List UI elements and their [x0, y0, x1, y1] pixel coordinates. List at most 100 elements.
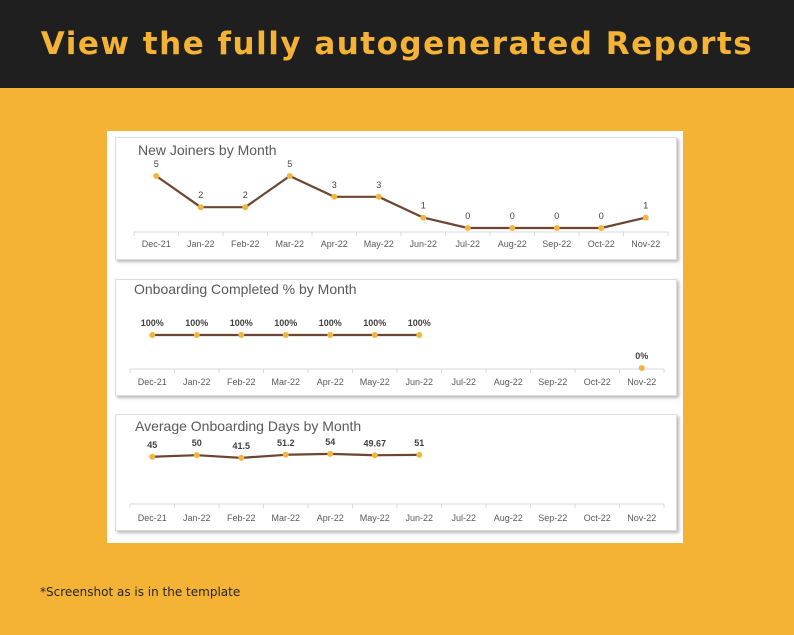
x-tick-label: Sep-22 — [542, 239, 571, 249]
data-label: 0 — [554, 211, 559, 221]
data-label: 5 — [154, 159, 159, 169]
data-point — [375, 193, 382, 200]
data-label: 51.2 — [277, 438, 295, 448]
x-tick-label: Jan-22 — [183, 513, 211, 523]
x-tick-label: Jun-22 — [405, 377, 433, 387]
x-tick-label: Aug-22 — [494, 513, 523, 523]
header-banner: View the fully autogenerated Reports — [0, 0, 794, 88]
data-label: 100% — [319, 318, 342, 328]
x-tick-label: Jun-22 — [405, 513, 433, 523]
data-label: 2 — [243, 190, 248, 200]
x-tick-label: Jul-22 — [451, 377, 476, 387]
x-tick-label: Oct-22 — [584, 377, 611, 387]
data-label: 51 — [414, 438, 424, 448]
x-tick-label: Feb-22 — [227, 513, 256, 523]
chart-title: New Joiners by Month — [138, 142, 277, 158]
data-label: 100% — [408, 318, 431, 328]
chart-title: Onboarding Completed % by Month — [134, 281, 357, 297]
x-tick-label: Jun-22 — [409, 239, 437, 249]
x-tick-label: Aug-22 — [498, 239, 527, 249]
x-tick-label: Nov-22 — [627, 513, 656, 523]
data-point — [238, 454, 245, 461]
x-tick-label: Jan-22 — [183, 377, 211, 387]
data-label: 0% — [635, 351, 648, 361]
data-point — [553, 225, 560, 231]
report-sheet: New Joiners by Month Dec-21 Jan-22 Feb-22 Ma… — [107, 131, 683, 543]
data-point — [416, 332, 423, 338]
x-tick-label: Jan-22 — [187, 239, 215, 249]
chart-average-onboarding-days: Average Onboarding Days by Month Dec-21 Ja… — [115, 414, 677, 531]
x-tick-label: Mar-22 — [275, 239, 304, 249]
x-tick-label: Feb-22 — [231, 239, 260, 249]
data-label: 1 — [643, 201, 648, 211]
banner-title: View the fully autogenerated Reports — [40, 26, 754, 62]
x-tick-label: Mar-22 — [271, 513, 300, 523]
data-point — [642, 214, 649, 221]
chart-onboarding-completed: Onboarding Completed % by Month Dec-21 Jan… — [115, 279, 677, 396]
x-tick-label: Aug-22 — [494, 377, 523, 387]
data-label: 100% — [230, 318, 253, 328]
data-label: 100% — [185, 318, 208, 328]
x-tick-label: Apr-22 — [317, 377, 344, 387]
data-label: 1 — [421, 201, 426, 211]
data-point — [238, 332, 245, 338]
data-point — [197, 204, 204, 211]
data-point — [598, 225, 605, 231]
data-point — [153, 173, 160, 179]
x-tick-label: Jul-22 — [455, 239, 480, 249]
data-point — [149, 332, 156, 338]
x-tick-label: Dec-21 — [138, 513, 167, 523]
series-line — [155, 174, 647, 230]
x-tick-label: Oct-22 — [588, 239, 615, 249]
data-label: 50 — [192, 438, 202, 448]
data-label: 54 — [325, 437, 335, 447]
x-tick-label: Jul-22 — [451, 513, 476, 523]
data-label: 0 — [599, 211, 604, 221]
data-label: 2 — [198, 190, 203, 200]
data-label: 0 — [510, 211, 515, 221]
data-point — [327, 332, 334, 338]
data-point — [371, 452, 378, 459]
data-point — [331, 193, 338, 200]
x-tick-label: Mar-22 — [271, 377, 300, 387]
footnote: *Screenshot as is in the template — [40, 585, 241, 599]
data-point — [327, 450, 334, 457]
data-label: 3 — [376, 180, 381, 190]
data-point — [242, 204, 249, 211]
data-label: 100% — [363, 318, 386, 328]
data-point — [282, 332, 289, 338]
data-point — [509, 225, 516, 231]
x-tick-label: Apr-22 — [317, 513, 344, 523]
data-label: 49.67 — [363, 438, 386, 448]
x-tick-label: Sep-22 — [538, 513, 567, 523]
x-tick-label: Apr-22 — [321, 239, 348, 249]
x-tick-label: Nov-22 — [627, 377, 656, 387]
data-label: 45 — [147, 440, 157, 450]
data-point — [464, 225, 471, 231]
data-label: 0 — [465, 211, 470, 221]
chart-new-joiners: New Joiners by Month Dec-21 Jan-22 Feb-22 Ma… — [115, 137, 677, 260]
data-point — [371, 332, 378, 338]
data-point — [193, 332, 200, 338]
data-label: 5 — [287, 159, 292, 169]
x-tick-label: Feb-22 — [227, 377, 256, 387]
data-label: 100% — [274, 318, 297, 328]
chart-svg: New Joiners by Month Dec-21 Jan-22 Feb-22 Ma… — [133, 142, 669, 249]
x-tick-label: Nov-22 — [631, 239, 660, 249]
chart-svg: Onboarding Completed % by Month Dec-21 Jan… — [129, 281, 665, 387]
data-point — [420, 214, 427, 221]
x-tick-label: Dec-21 — [142, 239, 171, 249]
x-tick-label: Dec-21 — [138, 377, 167, 387]
data-point — [638, 365, 645, 371]
x-tick-label: May-22 — [360, 513, 390, 523]
data-point — [282, 451, 289, 458]
data-label: 3 — [332, 180, 337, 190]
data-point — [286, 173, 293, 179]
data-label: 100% — [141, 318, 164, 328]
x-tick-label: Sep-22 — [538, 377, 567, 387]
data-point — [149, 453, 156, 460]
data-label: 41.5 — [232, 441, 250, 451]
x-tick-label: May-22 — [360, 377, 390, 387]
x-tick-label: Oct-22 — [584, 513, 611, 523]
data-point — [416, 451, 423, 458]
